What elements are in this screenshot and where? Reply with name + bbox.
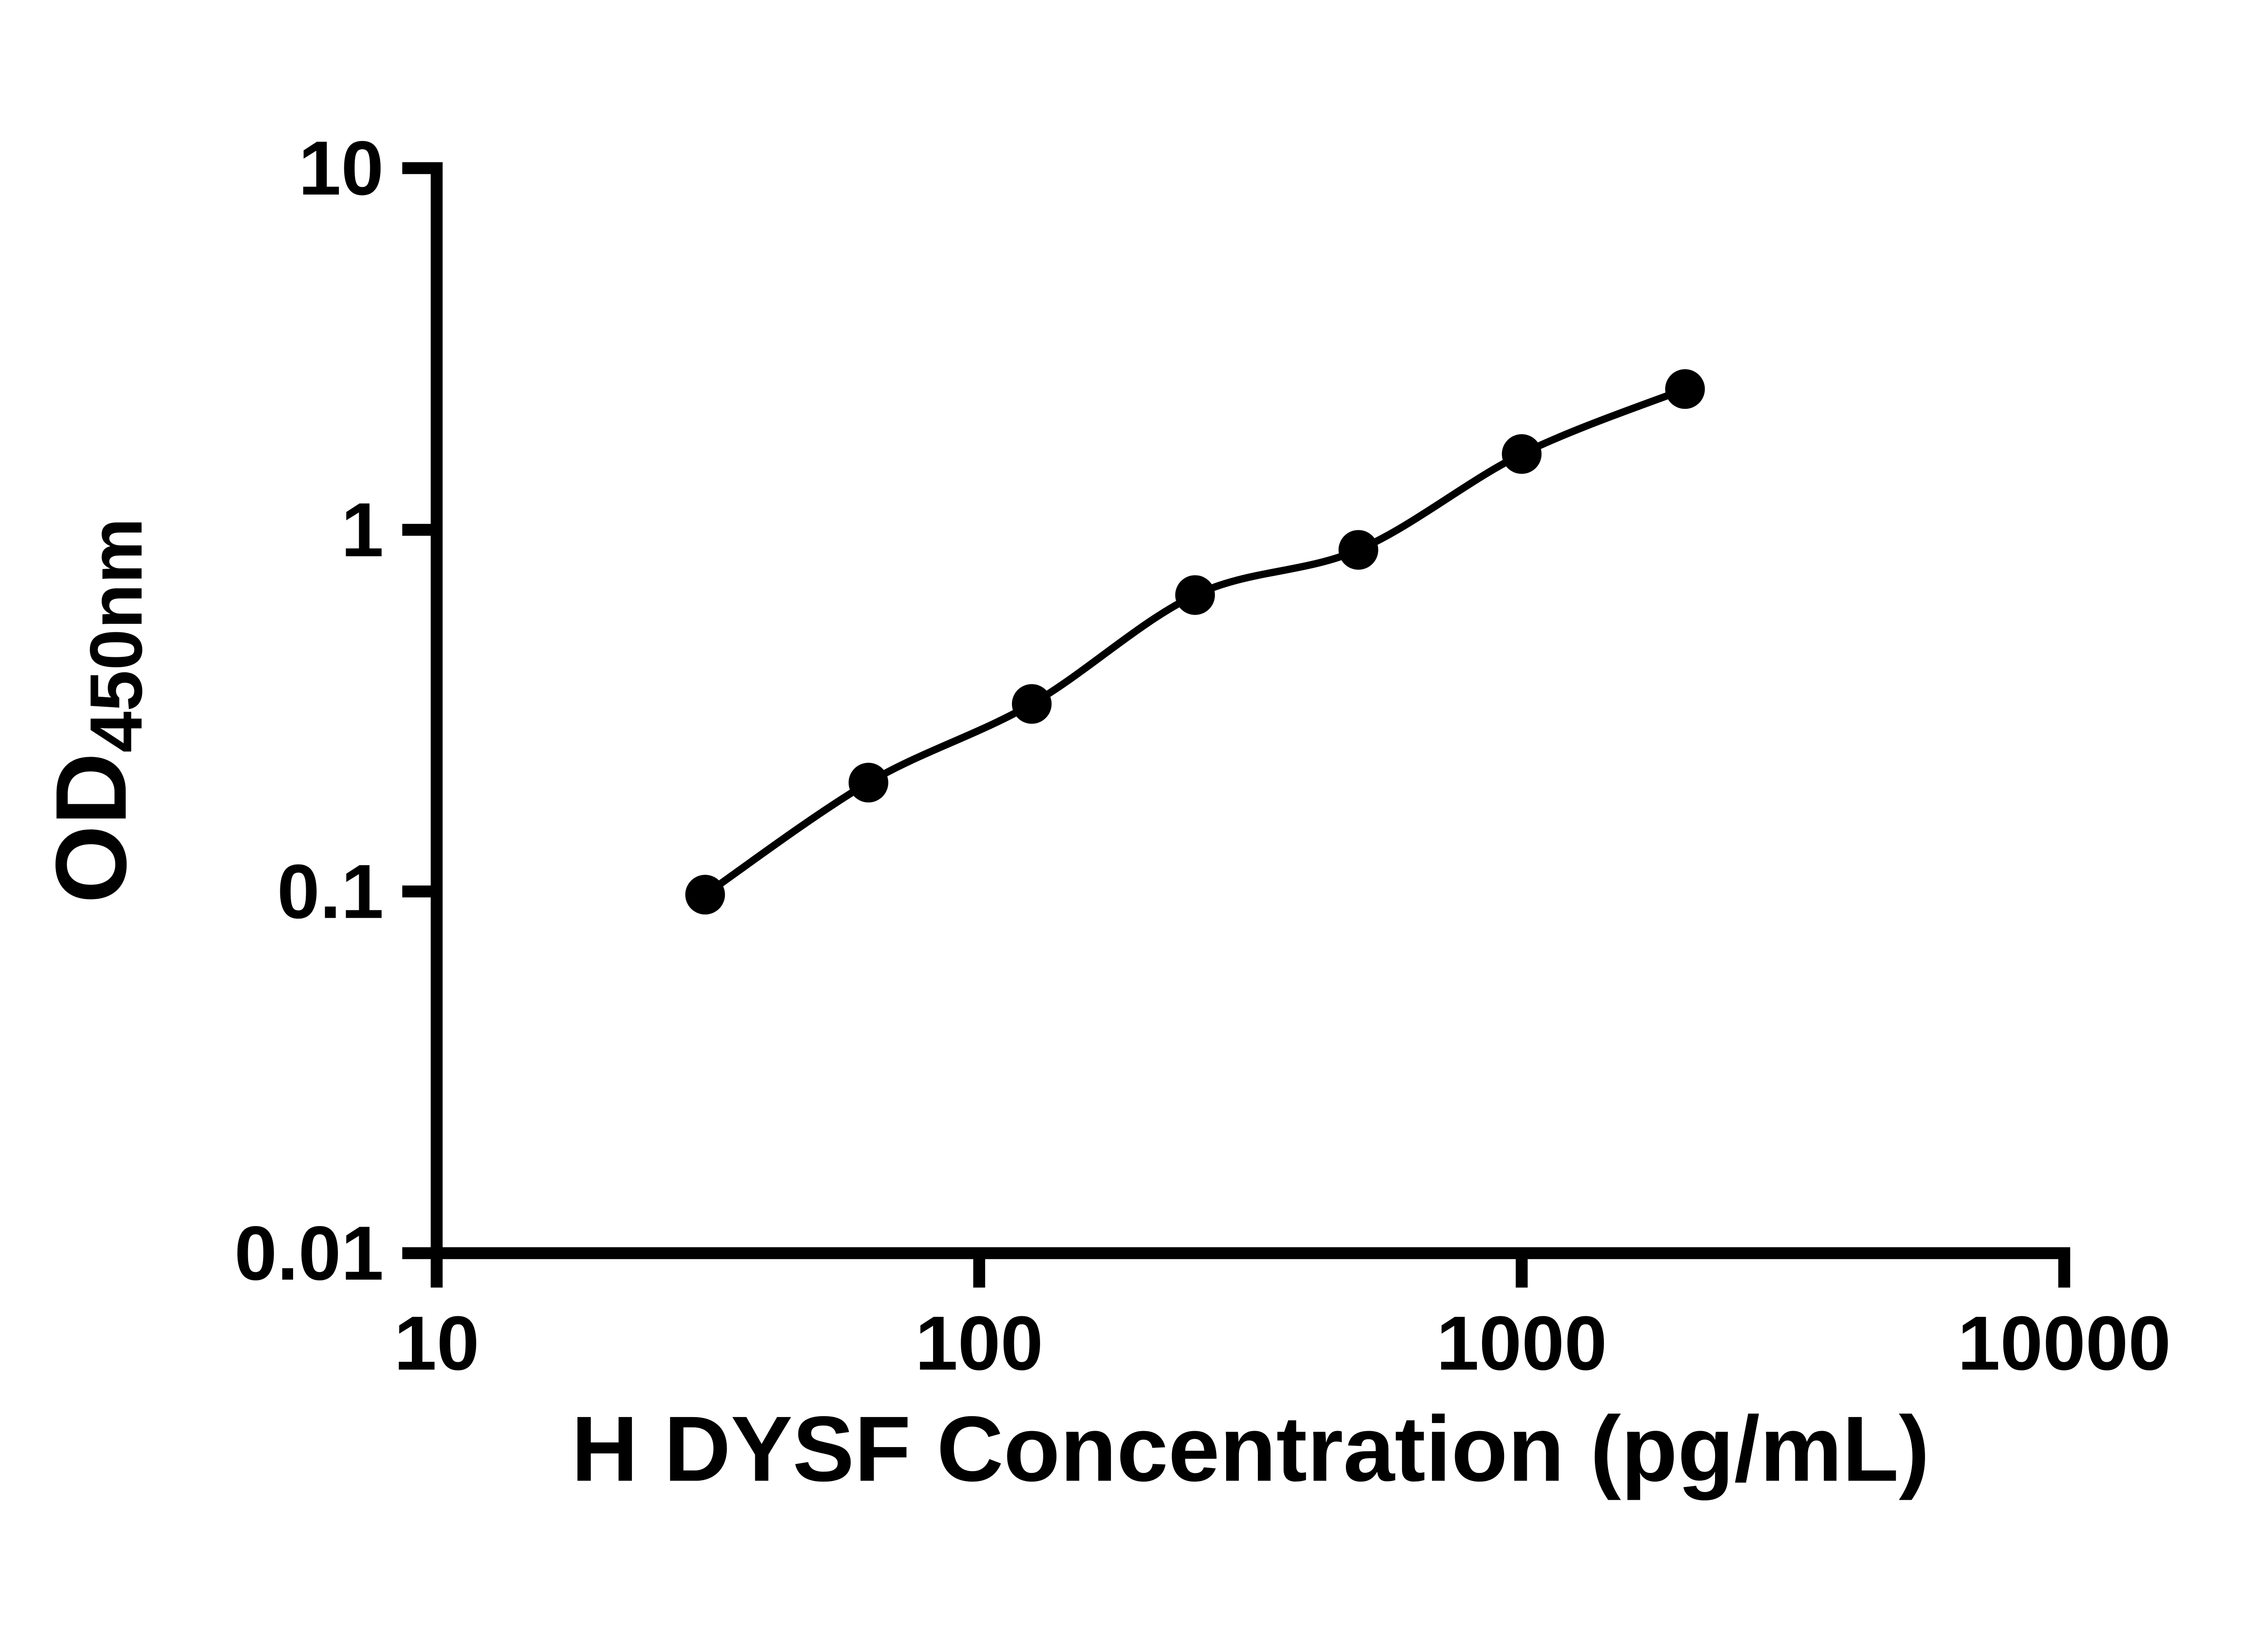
x-axis-title: H DYSF Concentration (pg/mL) <box>571 1397 1930 1501</box>
x-tick-label: 1000 <box>1437 1300 1607 1386</box>
data-point <box>685 875 725 915</box>
data-point <box>848 763 889 803</box>
tick-labels: 10 100 1000 10000 10 1 0.1 0.01 <box>235 125 2171 1386</box>
x-tick-label: 10 <box>394 1300 479 1386</box>
data-point <box>1175 575 1215 615</box>
y-tick-label: 0.01 <box>235 1210 384 1296</box>
y-axis-title-sub: 450nm <box>74 518 157 753</box>
x-tick-label: 10000 <box>1958 1300 2171 1386</box>
tick-marks <box>402 162 2070 1288</box>
y-axis-title: OD450nm <box>34 518 157 904</box>
data-point <box>1665 369 1705 409</box>
y-tick-label: 1 <box>341 487 384 572</box>
data-point <box>1338 530 1378 570</box>
data-point <box>1501 434 1542 474</box>
y-axis-title-main: OD <box>34 753 147 904</box>
y-tick-label: 0.1 <box>277 849 384 934</box>
chart-background <box>0 22 2268 1611</box>
data-points-group <box>685 369 1705 915</box>
y-tick-label: 10 <box>298 125 384 211</box>
x-tick-label: 100 <box>915 1300 1043 1386</box>
data-point <box>1012 684 1052 724</box>
